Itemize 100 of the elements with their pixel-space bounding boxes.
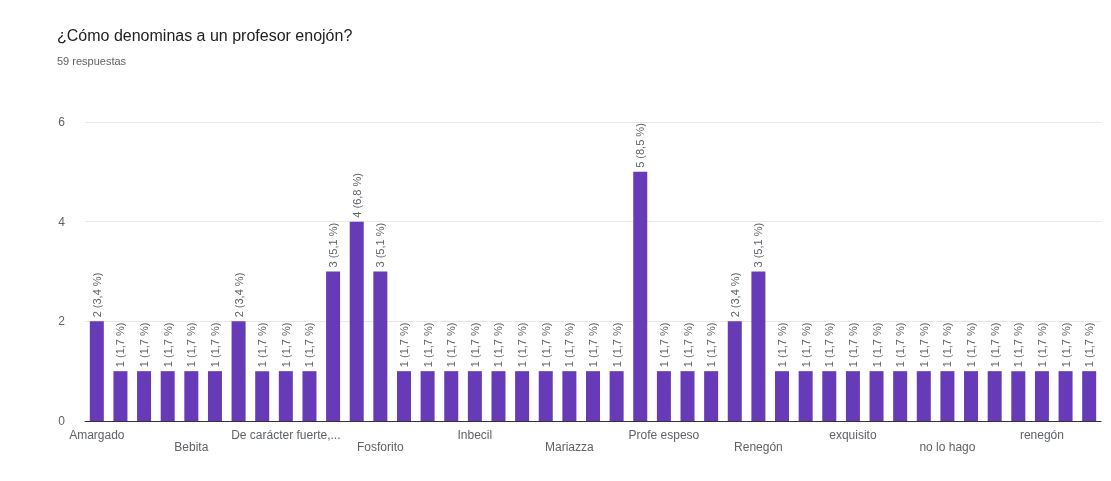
x-tick-label: Profe espeso <box>628 428 700 442</box>
data-label: 1 (1,7 %) <box>445 322 458 368</box>
data-label: 4 (6,8 %) <box>350 173 363 218</box>
x-tick-label: renegón <box>1019 428 1064 442</box>
data-label: 3 (5,1 %) <box>374 222 387 268</box>
chart-title: ¿Cómo denominas a un profesor enojón? <box>57 26 353 44</box>
bar <box>562 371 577 421</box>
data-label: 2 (3,4 %) <box>232 272 245 318</box>
bar <box>586 371 600 421</box>
bar <box>420 371 435 421</box>
bar <box>1034 371 1049 421</box>
data-label: 1 (1,7 %) <box>1035 322 1048 368</box>
x-tick-label: no lo hago <box>919 440 976 454</box>
bar <box>349 221 364 421</box>
data-label: 1 (1,7 %) <box>657 322 670 368</box>
bar <box>727 321 742 421</box>
bar <box>89 321 104 421</box>
x-tick-label: Mariazza <box>545 440 595 454</box>
data-label: 2 (3,4 %) <box>90 272 103 318</box>
bar <box>113 371 128 421</box>
bar <box>1082 371 1097 421</box>
data-label: 1 (1,7 %) <box>185 322 198 368</box>
data-label: 3 (5,1 %) <box>752 222 765 268</box>
data-label: 1 (1,7 %) <box>421 322 434 368</box>
data-label: 1 (1,7 %) <box>1083 322 1096 368</box>
bar <box>160 371 175 421</box>
bar <box>940 371 955 421</box>
x-tick-label: De carácter fuerte,... <box>231 428 341 442</box>
bar <box>184 371 199 421</box>
data-label: 1 (1,7 %) <box>870 322 883 368</box>
data-label: 1 (1,7 %) <box>941 322 954 368</box>
bar <box>444 371 459 421</box>
bar <box>255 371 270 421</box>
data-label: 1 (1,7 %) <box>303 322 316 368</box>
y-tick-label: 2 <box>58 314 66 329</box>
data-label: 1 (1,7 %) <box>705 322 718 368</box>
data-label: 1 (1,7 %) <box>256 322 269 368</box>
data-label: 1 (1,7 %) <box>279 322 292 368</box>
data-label: 1 (1,7 %) <box>776 322 789 368</box>
data-label: 1 (1,7 %) <box>681 322 694 368</box>
data-label: 1 (1,7 %) <box>114 322 127 368</box>
bar <box>680 371 695 421</box>
bar <box>373 271 388 421</box>
bar <box>633 171 648 421</box>
data-label: 1 (1,7 %) <box>397 322 410 368</box>
x-tick-label: Fosforito <box>357 440 405 454</box>
data-label: 1 (1,7 %) <box>799 322 812 368</box>
data-label: 3 (5,1 %) <box>327 222 340 268</box>
chart-subtitle: 59 respuestas <box>57 54 127 67</box>
x-tick-label: Amargado <box>69 428 125 442</box>
y-tick-label: 4 <box>58 214 66 229</box>
y-tick-label: 6 <box>58 115 66 129</box>
data-label: 1 (1,7 %) <box>516 322 529 368</box>
bar <box>302 371 317 421</box>
data-label: 1 (1,7 %) <box>823 322 836 368</box>
data-label: 1 (1,7 %) <box>1012 322 1025 368</box>
bar <box>491 371 506 421</box>
bar <box>822 371 837 421</box>
data-label: 1 (1,7 %) <box>468 322 481 368</box>
x-tick-label: exquisito <box>829 428 877 442</box>
data-label: 1 (1,7 %) <box>1059 322 1072 368</box>
bar <box>916 371 931 421</box>
x-tick-label: Renegón <box>734 440 783 454</box>
bar <box>1011 371 1026 421</box>
data-label: 5 (8,5 %) <box>634 123 647 168</box>
data-label: 1 (1,7 %) <box>894 322 907 368</box>
bar <box>515 371 530 421</box>
data-label: 1 (1,7 %) <box>208 322 221 368</box>
data-label: 1 (1,7 %) <box>846 322 859 368</box>
y-tick-label: 0 <box>58 414 66 428</box>
bar <box>609 371 624 421</box>
data-label: 1 (1,7 %) <box>492 322 505 368</box>
bar <box>964 371 979 421</box>
data-label: 1 (1,7 %) <box>161 322 174 368</box>
x-tick-label: Bebita <box>174 440 209 454</box>
bar <box>207 371 222 421</box>
bar <box>987 371 1002 421</box>
bar <box>1058 371 1073 421</box>
bar <box>231 321 246 421</box>
bar <box>775 371 790 421</box>
bar <box>278 371 293 421</box>
data-label: 1 (1,7 %) <box>610 322 623 368</box>
bar <box>538 371 553 421</box>
data-label: 1 (1,7 %) <box>539 322 552 368</box>
data-label: 1 (1,7 %) <box>138 322 151 368</box>
bar <box>467 371 482 421</box>
data-label: 1 (1,7 %) <box>988 322 1001 368</box>
x-tick-label: Inbecil <box>457 428 493 442</box>
data-label: 2 (3,4 %) <box>728 272 741 318</box>
data-label: 1 (1,7 %) <box>965 322 978 368</box>
bar <box>137 371 152 421</box>
bar <box>751 271 766 421</box>
bar <box>869 371 884 421</box>
data-label: 1 (1,7 %) <box>917 322 930 368</box>
bar <box>704 371 719 421</box>
bar <box>326 271 341 421</box>
data-label: 1 (1,7 %) <box>587 322 599 368</box>
bar <box>798 371 813 421</box>
data-label: 1 (1,7 %) <box>563 322 576 368</box>
bar <box>396 371 411 421</box>
